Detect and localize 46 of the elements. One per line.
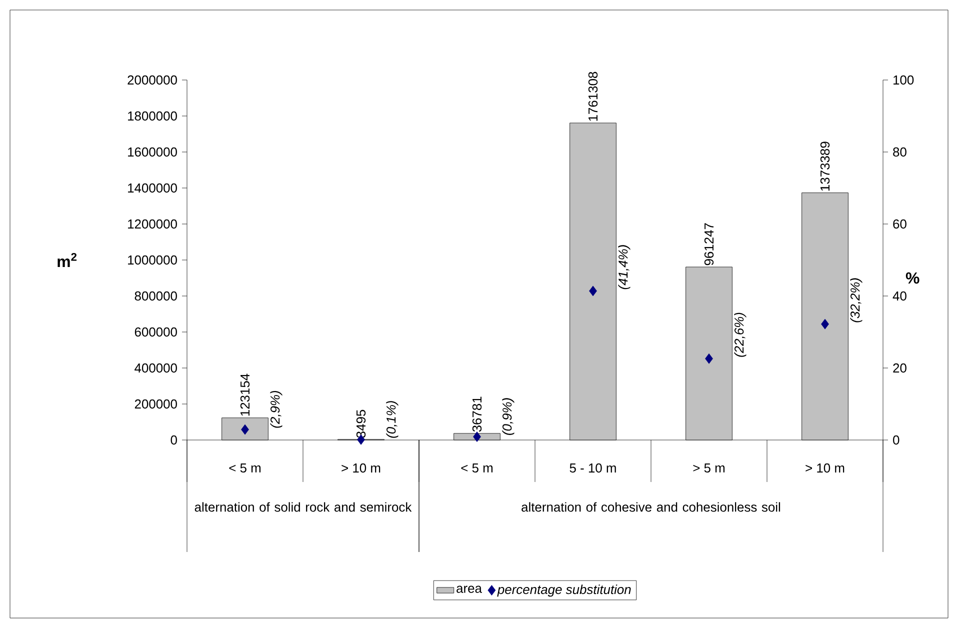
y-tick-label: 200000 (134, 399, 177, 409)
data-label: (2,9%) (270, 390, 282, 428)
x-tick-label: > 5 m (693, 463, 725, 473)
y-tick-label: 800000 (134, 291, 177, 301)
x-tick-label: < 5 m (461, 463, 493, 473)
text: alternation of solid rock and semirock (194, 502, 412, 512)
x-tick-label: > 10 m (342, 463, 380, 473)
y2-tick-label: 40 (892, 291, 906, 301)
data-label: 3495 (356, 410, 366, 438)
y-axis-title: m$^{2}$ (58, 252, 77, 268)
y-tick-label: 400000 (134, 363, 177, 373)
y-tick-label: 600000 (134, 327, 177, 337)
point (473, 432, 481, 442)
data-label: (0,1%) (386, 401, 398, 438)
x-tick-label: > 10 m (806, 463, 844, 473)
y-tick-label: 2000000 (128, 75, 177, 85)
point (705, 353, 713, 364)
data-label: (0,9%) (502, 398, 514, 435)
legend-label: area (456, 586, 482, 593)
y-tick-label: 1800000 (128, 111, 177, 121)
data-label: 36781 (472, 396, 482, 432)
y2-tick-label: 60 (893, 219, 906, 229)
data-label: 1761308 (588, 72, 598, 121)
y-tick-label: 0 (170, 435, 177, 445)
legend-label: percentage substitution (497, 584, 631, 597)
point (821, 318, 829, 330)
text: alternation of cohesive and cohesionless soil (522, 502, 780, 512)
y2-axis-title: % (906, 272, 920, 284)
data-label: 1373389 (820, 142, 830, 191)
y2-tick-label: 20 (893, 363, 906, 373)
data-label: (32,2%) (850, 278, 862, 322)
data-label: (22,6%) (734, 312, 746, 357)
point (589, 286, 597, 296)
y2-tick-label: 100 (894, 75, 914, 85)
point (241, 424, 249, 435)
data-label: 123154 (240, 374, 250, 416)
y-tick-label: 1600000 (128, 147, 177, 157)
x-tick-label: 5 - 10 m (570, 463, 616, 473)
y2-tick-label: 80 (893, 147, 906, 157)
x-tick-label: < 5 m (229, 463, 261, 473)
y2-tick-label: 0 (893, 435, 900, 445)
y-tick-label: 1200000 (128, 219, 177, 229)
data-label: (41,4%) (618, 245, 630, 290)
y-tick-label: 1400000 (128, 183, 177, 193)
y-tick-label: 1000000 (128, 255, 177, 265)
data-label: 961247 (704, 223, 714, 266)
